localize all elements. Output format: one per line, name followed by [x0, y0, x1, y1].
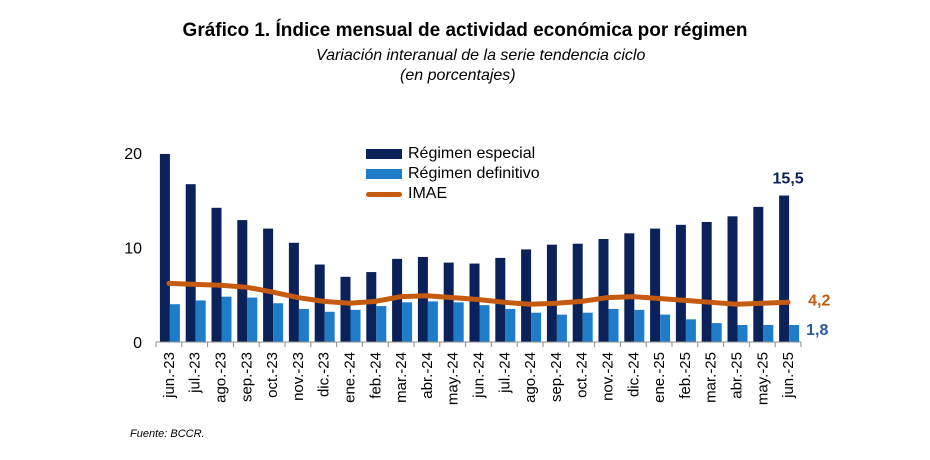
bar-especial	[779, 195, 790, 342]
legend-swatch-imae	[366, 191, 402, 197]
bar-definitivo	[169, 304, 180, 342]
bar-especial	[727, 216, 738, 342]
legend-item-imae: IMAE	[366, 184, 540, 204]
bar-definitivo	[247, 297, 258, 342]
x-tick-label: jun.-25	[780, 352, 797, 399]
bar-especial	[288, 242, 299, 342]
legend-label-imae: IMAE	[408, 185, 448, 202]
x-tick-label: sep.-24	[548, 352, 565, 402]
bar-definitivo	[531, 312, 542, 342]
bar-especial	[675, 224, 686, 342]
data-label-definitivo: 1,8	[806, 322, 828, 339]
bar-especial	[340, 276, 351, 342]
bar-definitivo	[479, 305, 490, 342]
x-tick-label: nov.-24	[600, 352, 617, 401]
bar-definitivo	[582, 312, 593, 342]
bar-especial	[443, 262, 454, 342]
bar-definitivo	[634, 309, 645, 342]
bar-especial	[624, 233, 635, 342]
bar-definitivo	[427, 301, 438, 342]
bar-especial	[211, 207, 222, 342]
chart-legend: Régimen especial Régimen definitivo IMAE	[366, 144, 540, 204]
x-tick-label: oct.-24	[574, 352, 591, 398]
bar-especial	[598, 238, 609, 342]
x-tick-label: sep.-23	[238, 352, 255, 402]
bar-especial	[185, 184, 196, 342]
legend-label-definitivo: Régimen definitivo	[408, 165, 540, 182]
y-tick-label: 0	[133, 335, 142, 352]
x-tick-label: feb.-25	[677, 352, 694, 399]
bar-definitivo	[324, 311, 335, 342]
x-tick-label: feb.-24	[367, 352, 384, 399]
bar-definitivo	[789, 324, 800, 342]
bar-especial	[546, 244, 557, 342]
bar-definitivo	[711, 323, 722, 342]
chart-subtitle: Variación interanual de la serie tendenc…	[316, 47, 646, 64]
legend-swatch-especial	[366, 149, 402, 159]
bar-definitivo	[763, 324, 774, 342]
bar-definitivo	[685, 319, 696, 342]
chart-subtitle-units: (en porcentajes)	[400, 67, 516, 84]
x-tick-label: jun.-23	[161, 352, 178, 399]
legend-label-especial: Régimen especial	[408, 145, 536, 162]
x-tick-label: mar.-25	[703, 352, 720, 403]
bar-especial	[469, 263, 480, 342]
legend-swatch-definitivo	[366, 169, 402, 179]
x-tick-label: mar.-24	[393, 352, 410, 403]
x-tick-label: jul.-24	[496, 352, 513, 394]
bar-definitivo	[195, 300, 206, 342]
bar-definitivo	[505, 308, 516, 342]
bar-definitivo	[608, 308, 619, 342]
line-imae	[166, 280, 791, 307]
bar-especial	[521, 249, 532, 342]
bar-especial	[159, 153, 170, 342]
bar-definitivo	[273, 303, 284, 342]
chart-title: Gráfico 1. Índice mensual de actividad e…	[182, 20, 748, 41]
bar-definitivo	[376, 306, 387, 342]
bar-especial	[366, 272, 377, 342]
bar-definitivo	[221, 296, 232, 342]
bar-especial	[263, 228, 274, 342]
x-tick-label: ago.-23	[213, 352, 230, 403]
x-tick-label: dic.-24	[625, 352, 642, 397]
x-tick-label: abr.-24	[419, 352, 436, 399]
x-tick-label: dic.-23	[316, 352, 333, 397]
x-tick-label: ene.-24	[342, 352, 359, 403]
x-tick-label: may.-24	[445, 352, 462, 405]
bar-especial	[650, 228, 661, 342]
bar-definitivo	[402, 302, 413, 342]
x-tick-label: ago.-24	[522, 352, 539, 403]
bar-definitivo	[298, 308, 309, 342]
bar-definitivo	[453, 302, 464, 342]
source-note: Fuente: BCCR.	[130, 428, 205, 440]
bar-definitivo	[737, 324, 748, 342]
bar-definitivo	[556, 314, 567, 342]
x-tick-label: jun.-24	[471, 352, 488, 399]
bar-especial	[753, 206, 764, 342]
data-label-especial: 15,5	[773, 171, 804, 188]
legend-item-especial: Régimen especial	[366, 144, 540, 164]
bar-definitivo	[350, 309, 361, 342]
x-tick-label: oct.-23	[264, 352, 281, 398]
legend-item-definitivo: Régimen definitivo	[366, 164, 540, 184]
bar-especial	[237, 220, 248, 342]
x-tick-label: may.-25	[754, 352, 771, 405]
bar-especial	[701, 221, 712, 342]
x-tick-label: abr.-25	[729, 352, 746, 399]
bar-especial	[417, 256, 428, 342]
x-tick-label: ene.-25	[651, 352, 668, 403]
bar-definitivo	[660, 314, 671, 342]
data-label-imae: 4,2	[808, 292, 830, 309]
bar-especial	[572, 243, 583, 342]
x-tick-label: jul.-23	[187, 352, 204, 394]
bar-especial	[392, 258, 403, 342]
y-tick-label: 20	[124, 146, 142, 163]
x-tick-label: nov.-23	[290, 352, 307, 401]
y-tick-label: 10	[124, 241, 142, 258]
